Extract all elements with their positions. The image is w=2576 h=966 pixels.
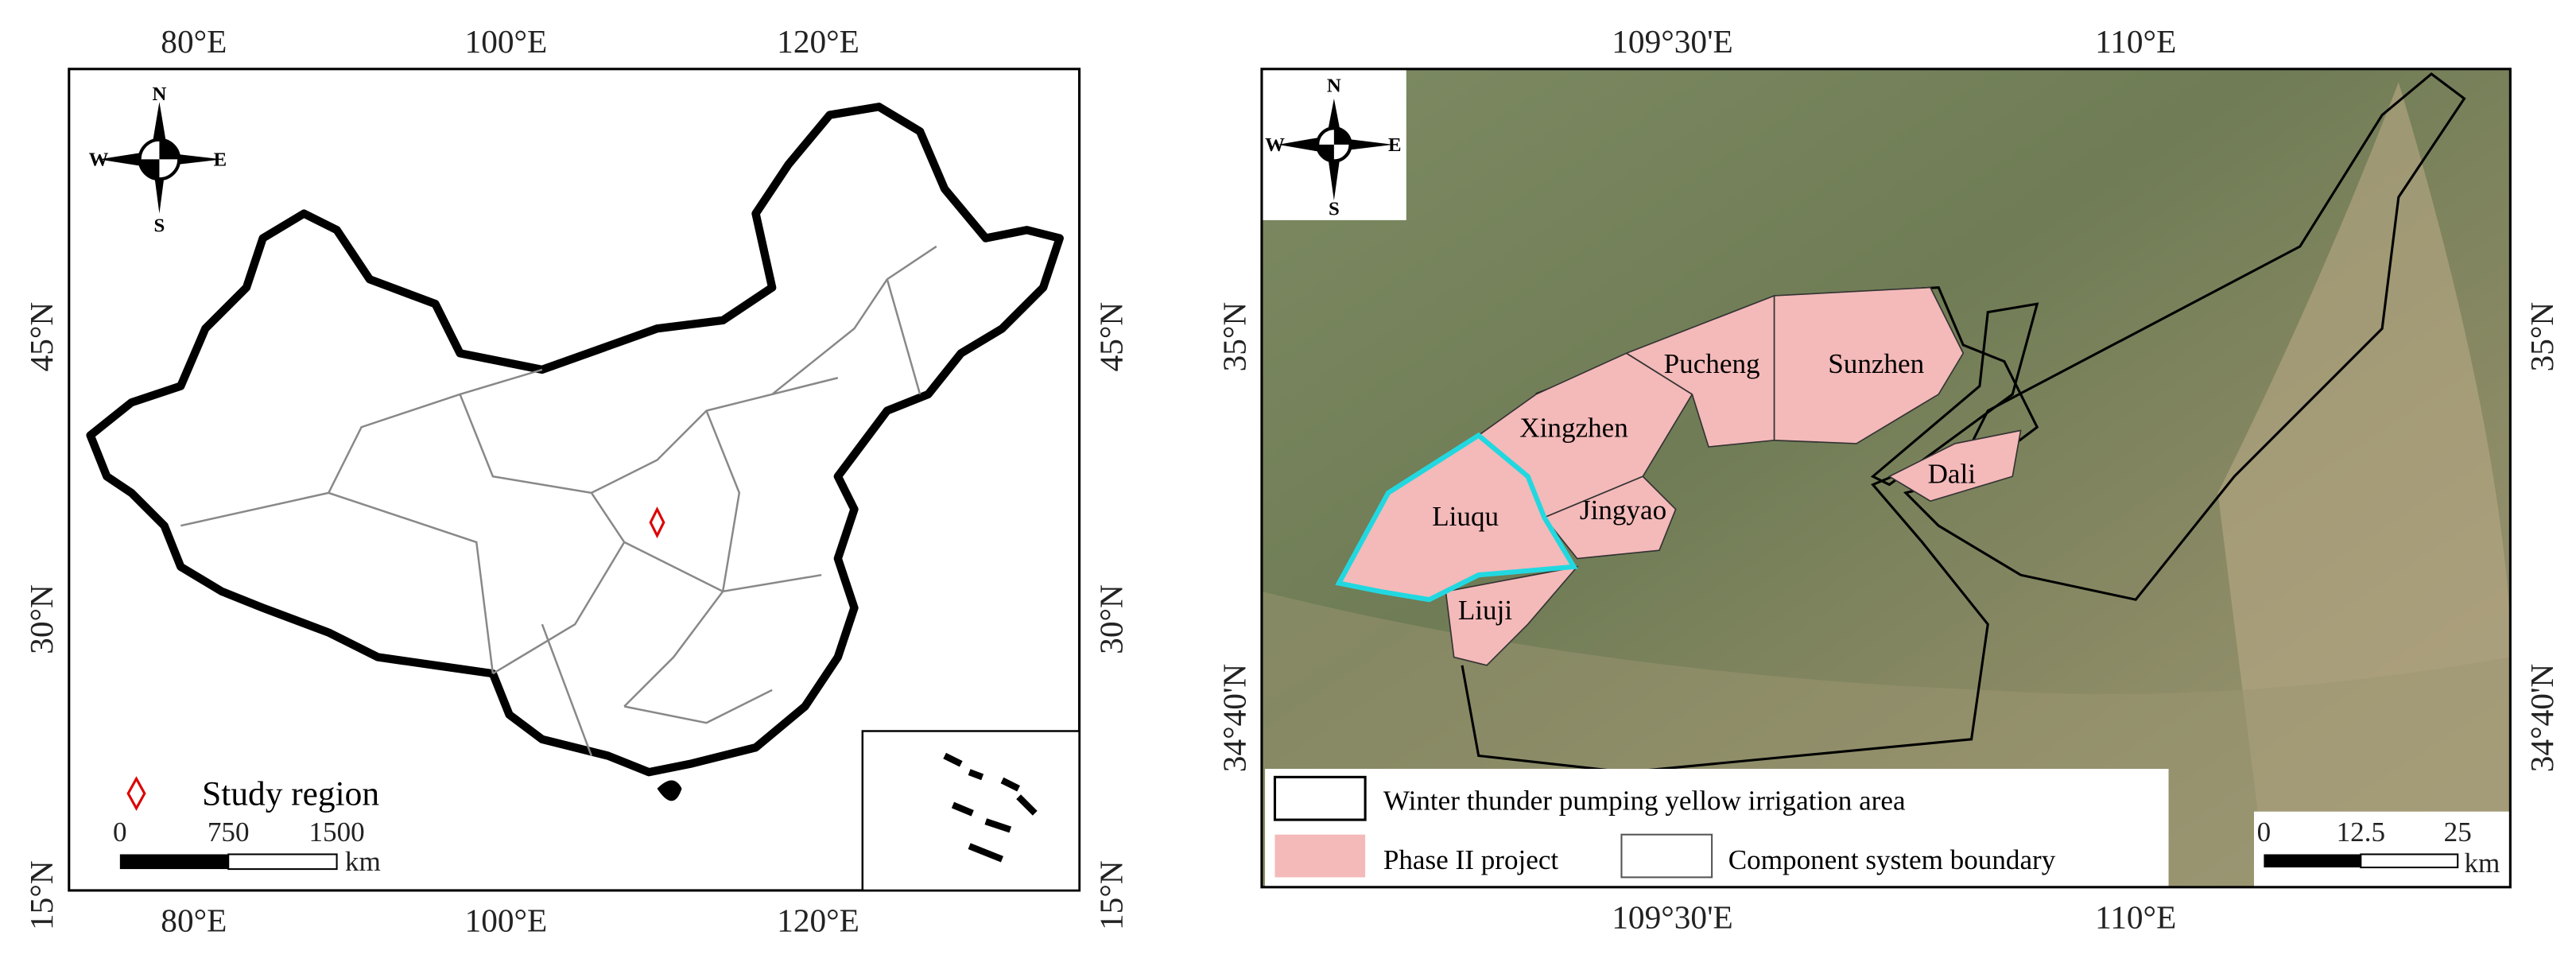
scale-label: 0 xyxy=(2257,817,2271,848)
irrigation-boundary-strip xyxy=(1870,302,2039,487)
legend-swatch xyxy=(1274,834,1366,878)
y-tick-label: 45°N xyxy=(23,302,60,372)
scale-unit: km xyxy=(2464,848,2500,879)
x-tick-label: 110°E xyxy=(2095,898,2176,935)
y-tick-label: 35°N xyxy=(2524,302,2560,372)
x-tick-label: 109°30'E xyxy=(1612,23,1732,60)
compass-e: E xyxy=(1388,134,1402,156)
compass-w: W xyxy=(89,149,109,171)
scale-box xyxy=(2254,811,2511,887)
scale-bar xyxy=(2264,854,2361,868)
y-tick-label: 35°N xyxy=(1216,302,1252,372)
scale-label: 12.5 xyxy=(2337,817,2385,848)
x-tick-label: 109°30'E xyxy=(1612,898,1732,935)
y-tick-label: 45°N xyxy=(1092,302,1129,372)
region-label: Xingzhen xyxy=(1519,413,1628,444)
inset-islands xyxy=(943,752,1038,863)
x-tick-label: 100°E xyxy=(465,902,548,939)
y-tick-label: 15°N xyxy=(23,860,60,930)
region-label: Dali xyxy=(1928,458,1977,489)
legend-label: Component system boundary xyxy=(1728,844,2056,875)
x-tick-label: 110°E xyxy=(2095,23,2176,60)
region-label: Sunzhen xyxy=(1828,348,1924,379)
x-tick-label: 80°E xyxy=(161,902,227,939)
x-tick-label: 120°E xyxy=(777,902,859,939)
legend-label: Winter thunder pumping yellow irrigation… xyxy=(1383,786,1906,817)
map-frame xyxy=(1260,68,2512,889)
y-tick-label: 34°40'N xyxy=(1216,664,1252,772)
island xyxy=(657,780,682,801)
y-tick-label: 30°N xyxy=(1092,584,1129,654)
scale-label: 750 xyxy=(208,817,250,848)
region-label: Liuji xyxy=(1458,595,1513,626)
x-tick-label: 100°E xyxy=(465,23,548,60)
y-tick-label: 34°40'N xyxy=(2524,664,2560,772)
legend-swatch xyxy=(1620,833,1713,879)
right-map: Pucheng Sunzhen Xingzhen Dali Liuqu Jing… xyxy=(1216,23,2560,935)
legend-box xyxy=(1265,769,2169,887)
x-tick-label: 80°E xyxy=(161,23,227,60)
scale-label: 1500 xyxy=(308,817,364,848)
study-point xyxy=(649,506,665,539)
china-outline xyxy=(86,103,1064,777)
phase2-regions xyxy=(1335,286,2022,666)
y-tick-label: 15°N xyxy=(1092,860,1129,930)
scale-bar xyxy=(119,854,229,870)
right-ticks: 109°30'E 109°30'E 110°E 110°E 35°N 35°N 34°40'… xyxy=(1216,23,2560,935)
region-label: Pucheng xyxy=(1664,348,1760,379)
scale-unit: km xyxy=(345,846,381,877)
compass-n: N xyxy=(1327,76,1341,97)
x-tick-label: 120°E xyxy=(777,23,859,60)
legend-label: Study region xyxy=(202,775,379,813)
compass-n: N xyxy=(152,83,166,105)
y-tick-label: 30°N xyxy=(23,584,60,654)
legend-swatch xyxy=(1273,775,1367,821)
compass: N S W E xyxy=(1261,68,1406,220)
scale-label: 25 xyxy=(2444,817,2472,848)
compass-w: W xyxy=(1265,134,1285,156)
left-ticks: 80°E 80°E 100°E 100°E 120°E 120°E 45°N 45°N 30°N… xyxy=(23,23,1129,938)
region-label: Liuqu xyxy=(1432,501,1499,532)
left-map: N S W E Study region 0 750 1500 km 80°E8… xyxy=(23,23,1129,938)
compass: N S W E xyxy=(89,83,227,236)
scale-bar xyxy=(2360,853,2459,869)
compass-s: S xyxy=(1329,199,1340,220)
scale-label: 0 xyxy=(113,817,127,848)
compass-s: S xyxy=(154,215,165,236)
compass-e: E xyxy=(214,149,227,171)
legend-label: Phase II project xyxy=(1383,844,1559,875)
scale-bar xyxy=(227,853,338,871)
province-boundaries xyxy=(180,245,937,756)
legend-symbol xyxy=(126,776,146,811)
region-label: Jingyao xyxy=(1580,495,1666,526)
